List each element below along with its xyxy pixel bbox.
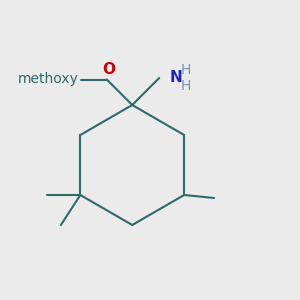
Text: H: H: [181, 64, 191, 77]
Text: N: N: [169, 70, 182, 86]
Text: H: H: [181, 79, 191, 92]
Text: methoxy: methoxy: [17, 73, 78, 86]
Text: O: O: [102, 62, 115, 77]
